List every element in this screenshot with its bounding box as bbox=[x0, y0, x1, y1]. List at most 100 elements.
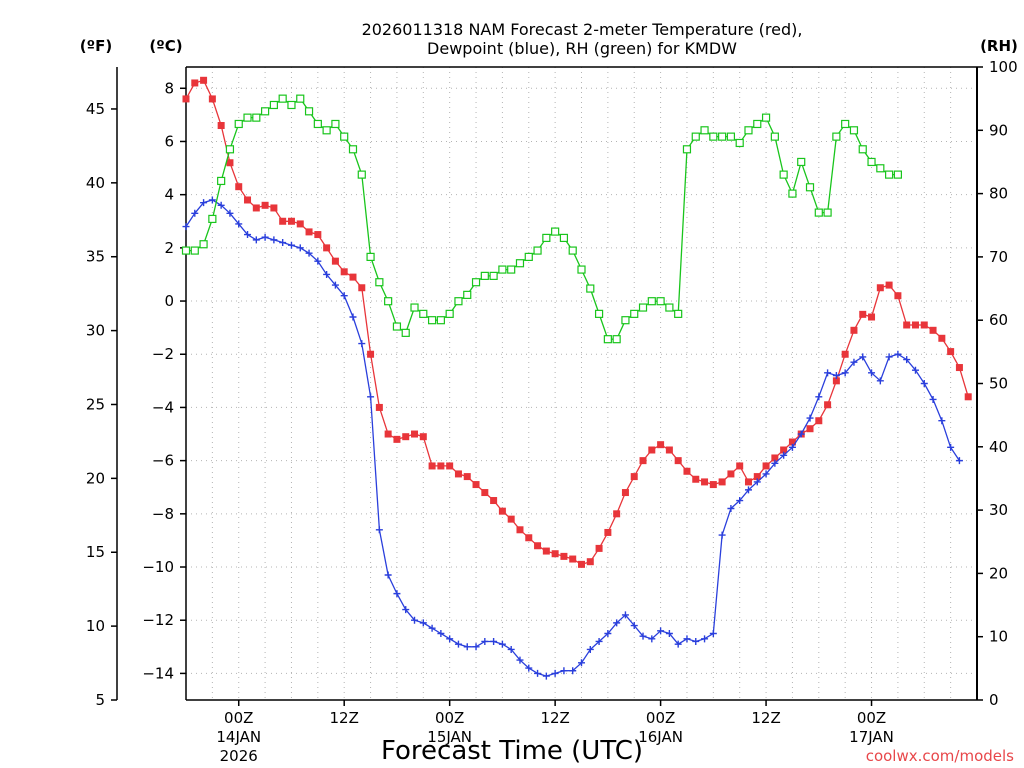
dewpoint-point bbox=[736, 497, 744, 505]
dewpoint-point bbox=[648, 635, 656, 643]
rh-point bbox=[269, 100, 278, 110]
rh-point bbox=[876, 164, 885, 173]
temperature-point bbox=[859, 310, 867, 318]
dewpoint-point bbox=[384, 571, 392, 579]
temperature-point bbox=[244, 196, 252, 204]
dewpoint-point bbox=[586, 645, 594, 653]
temperature-point bbox=[683, 467, 691, 475]
rh-point bbox=[586, 284, 595, 293]
rh-point bbox=[217, 176, 226, 186]
rh-point bbox=[313, 119, 322, 129]
dewpoint-point bbox=[323, 270, 331, 278]
dewpoint-point bbox=[911, 366, 919, 374]
celsius-tick-label: 0 bbox=[164, 292, 174, 310]
temperature-point bbox=[841, 350, 849, 358]
x-tick-year: 2026 bbox=[220, 747, 258, 765]
x-tick-label: 12Z bbox=[540, 709, 569, 727]
fahrenheit-tick-label: 5 bbox=[95, 691, 105, 709]
rh-point bbox=[726, 132, 736, 141]
rh-point bbox=[304, 107, 314, 116]
dewpoint-point bbox=[331, 281, 339, 289]
fahrenheit-tick-label: 20 bbox=[86, 469, 105, 487]
rh-point bbox=[524, 252, 533, 261]
temperature-point bbox=[771, 454, 779, 462]
dewpoint-point bbox=[744, 486, 752, 494]
rh-point bbox=[559, 233, 569, 243]
fahrenheit-tick-label: 45 bbox=[86, 100, 105, 118]
dewpoint-point bbox=[657, 627, 665, 635]
rh-point bbox=[885, 170, 894, 179]
temperature-point bbox=[744, 478, 752, 486]
temperature-point bbox=[727, 470, 735, 478]
rh-point bbox=[665, 303, 674, 312]
celsius-tick-label: 8 bbox=[164, 79, 174, 97]
temperature-point bbox=[208, 95, 216, 103]
dewpoint-point bbox=[217, 201, 225, 209]
temperature-line bbox=[185, 79, 969, 566]
dewpoint-point bbox=[841, 369, 849, 377]
celsius-tick-label: −2 bbox=[152, 345, 174, 363]
temperature-point bbox=[938, 334, 946, 342]
temperature-point bbox=[498, 507, 506, 515]
rh-tick-label: 30 bbox=[989, 501, 1008, 519]
dewpoint-point bbox=[507, 645, 515, 653]
temperature-point bbox=[331, 257, 339, 265]
dewpoint-point bbox=[692, 637, 700, 645]
chart-title: 2026011318 NAM Forecast 2-meter Temperat… bbox=[362, 20, 803, 39]
temperature-point bbox=[542, 547, 550, 555]
rh-tick-label: 0 bbox=[989, 691, 999, 709]
temperature-point bbox=[674, 457, 682, 465]
dewpoint-point bbox=[542, 672, 550, 680]
dewpoint-point bbox=[797, 430, 805, 438]
rh-point bbox=[621, 316, 630, 325]
temperature-point bbox=[349, 273, 357, 281]
temperature-point bbox=[472, 481, 480, 489]
dewpoint-point bbox=[446, 635, 454, 643]
rh-point bbox=[770, 132, 779, 141]
rh-tick-label: 10 bbox=[989, 628, 1008, 646]
rh-point bbox=[436, 316, 445, 325]
temperature-point bbox=[569, 555, 577, 563]
rh-point bbox=[480, 271, 489, 280]
temperature-point bbox=[692, 475, 700, 483]
rh-point bbox=[340, 132, 349, 141]
dewpoint-point bbox=[621, 611, 629, 619]
dewpoint-point bbox=[780, 451, 788, 459]
rh-point bbox=[656, 297, 665, 306]
dewpoint-point bbox=[674, 640, 682, 648]
rh-point bbox=[507, 265, 516, 274]
temperature-point bbox=[920, 321, 928, 329]
rh-point bbox=[533, 246, 542, 255]
dewpoint-point bbox=[701, 635, 709, 643]
chart-subtitle: Dewpoint (blue), RH (green) for KMDW bbox=[427, 39, 737, 58]
celsius-tick-label: 6 bbox=[164, 132, 174, 150]
temperature-point bbox=[815, 417, 823, 425]
dewpoint-point bbox=[868, 369, 876, 377]
temperature-point bbox=[929, 326, 937, 334]
dewpoint-point bbox=[551, 669, 559, 677]
credit-text: coolwx.com/models bbox=[866, 747, 1014, 765]
x-tick-date: 17JAN bbox=[849, 728, 894, 746]
rh-point bbox=[814, 208, 823, 217]
dewpoint-line bbox=[185, 199, 960, 677]
rh-point bbox=[788, 189, 797, 198]
rh-point bbox=[225, 145, 235, 154]
rh-point bbox=[401, 328, 410, 337]
rh-point bbox=[761, 113, 771, 122]
temperature-point bbox=[630, 473, 638, 481]
rh-point bbox=[612, 335, 621, 344]
dewpoint-point bbox=[578, 659, 585, 667]
rh-point bbox=[542, 233, 551, 243]
dewpoint-point bbox=[727, 505, 735, 513]
rh-point bbox=[454, 297, 463, 306]
fahrenheit-tick-label: 25 bbox=[86, 395, 105, 413]
rh-point bbox=[805, 183, 815, 192]
dewpoint-point bbox=[947, 443, 955, 451]
temperature-point bbox=[507, 515, 515, 523]
dewpoint-point bbox=[367, 393, 375, 401]
temperature-point bbox=[648, 446, 656, 454]
dewpoint-point bbox=[718, 531, 726, 539]
dewpoint-point bbox=[613, 619, 621, 627]
temperature-point bbox=[463, 473, 471, 481]
rh-point bbox=[779, 170, 788, 179]
